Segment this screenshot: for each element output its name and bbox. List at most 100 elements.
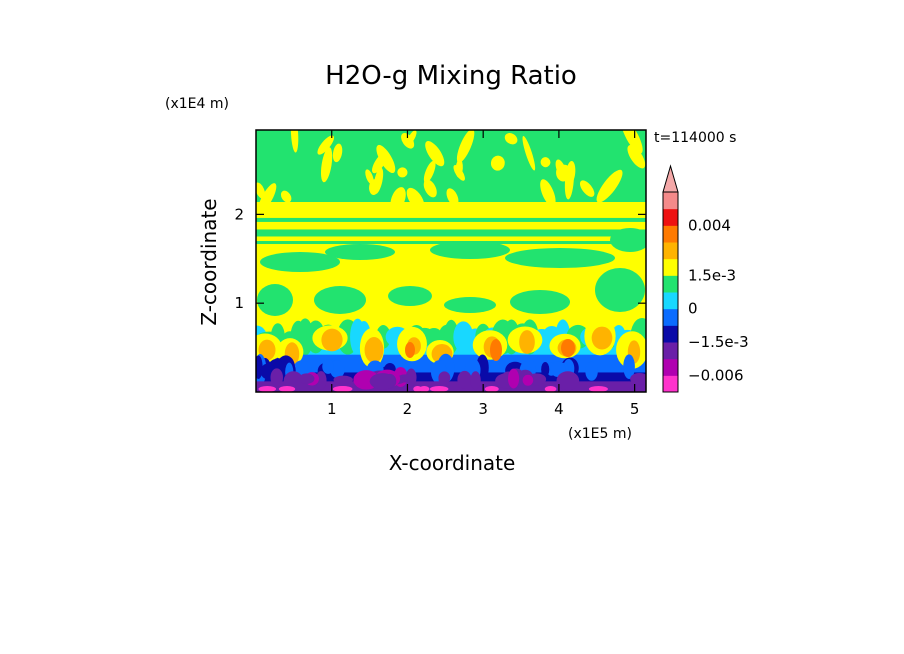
y-tick-label: 1	[234, 294, 244, 312]
plume-orange	[519, 330, 535, 354]
x-tick-label: 3	[478, 400, 488, 418]
mid-anomaly-patch	[260, 252, 340, 272]
upper-filament	[596, 169, 623, 203]
mid-anomaly-patch	[325, 244, 395, 260]
surface-minimum	[588, 386, 608, 392]
surface-eddy	[270, 368, 284, 387]
surface-minimum	[544, 386, 557, 392]
surface-minimum	[484, 386, 499, 392]
upper-filament	[423, 179, 437, 198]
time-label: t=114000 s	[654, 130, 736, 146]
colorbar-bin	[663, 375, 678, 393]
colorbar-bin	[663, 325, 678, 343]
colorbar-bin	[663, 208, 678, 226]
upper-filament	[540, 157, 551, 168]
surface-eddy	[623, 354, 635, 379]
field-regions	[256, 130, 646, 392]
mid-anomaly-patch	[257, 284, 293, 316]
colorbar-bin	[663, 258, 678, 276]
y-axis-ticks: 12	[234, 205, 646, 312]
upper-filament	[390, 187, 406, 212]
upper-filament	[397, 167, 408, 178]
upper-filament	[556, 164, 570, 182]
surface-eddy	[470, 371, 481, 390]
surface-minimum	[333, 386, 353, 392]
upper-filament	[373, 167, 384, 194]
upper-filament	[456, 130, 475, 163]
plume-orange	[321, 328, 343, 352]
surface-minimum	[258, 386, 277, 392]
stratified-layer	[256, 217, 646, 222]
upper-filament	[579, 180, 595, 197]
surface-eddy	[298, 373, 315, 384]
upper-filament	[522, 135, 536, 171]
chart-title: H2O-g Mixing Ratio	[325, 61, 577, 91]
colorbar-bin	[663, 342, 678, 360]
upper-filament	[256, 182, 266, 199]
colorbar-tick-label: 0.004	[688, 216, 731, 234]
plume-core	[405, 342, 415, 358]
colorbar-bin	[663, 308, 678, 326]
plume-orange	[364, 337, 384, 363]
plume-orange	[258, 339, 276, 361]
surface-eddy	[457, 370, 472, 389]
stratified-layer	[256, 229, 646, 237]
colorbar-tick-label: 0	[688, 300, 698, 318]
surface-eddy	[369, 373, 396, 390]
surface-eddy	[630, 372, 646, 385]
upper-filament	[258, 183, 277, 213]
colorbar-bin	[663, 358, 678, 376]
colorbar-bin	[663, 225, 678, 243]
colorbar-tick-label: 1.5e-3	[688, 266, 736, 284]
upper-filament	[423, 160, 436, 183]
colorbar-bin	[663, 292, 678, 310]
mid-anomaly-patch	[444, 297, 496, 313]
colorbar-tick-label: −0.006	[688, 366, 744, 384]
upper-filament	[290, 130, 299, 153]
mid-anomaly-patch	[505, 248, 615, 268]
colorbar-bin	[663, 275, 678, 293]
colorbar-tick-label: −1.5e-3	[688, 333, 749, 351]
upper-filament	[425, 141, 445, 167]
y-axis-label: Z-coordinate	[197, 198, 221, 325]
x-multiplier-label: (x1E5 m)	[568, 426, 632, 442]
surface-eddy	[541, 361, 550, 377]
mid-anomaly-patch	[314, 286, 366, 314]
x-tick-label: 5	[630, 400, 640, 418]
surface-eddy	[315, 371, 327, 390]
upper-filament	[621, 130, 643, 154]
x-axis-ticks: 1 2 3 4 5	[327, 130, 639, 418]
mid-anomaly-patch	[510, 290, 570, 314]
colorbar-bin	[663, 242, 678, 260]
upper-filament	[332, 143, 343, 163]
plume-core	[490, 339, 502, 361]
upper-filament	[406, 130, 417, 146]
mid-anomaly-patch	[388, 286, 432, 306]
colorbar-bin	[663, 192, 678, 210]
upper-filament	[406, 187, 425, 210]
surface-minimum	[418, 386, 430, 392]
surface-eddy	[556, 371, 580, 391]
boundary-layer-plume	[453, 321, 474, 353]
upper-filament	[540, 179, 556, 207]
colorbar: 0.004 1.5e-3 0 −1.5e-3 −0.006	[662, 164, 749, 393]
field-plot	[256, 130, 646, 392]
surface-eddy	[585, 361, 598, 381]
surface-layer-purple	[256, 381, 646, 392]
upper-filament	[490, 155, 505, 171]
mid-anomaly-patch	[430, 241, 510, 259]
upper-filament	[280, 190, 292, 203]
mid-anomaly-patch	[610, 228, 646, 252]
plume-orange	[591, 326, 613, 350]
mid-anomaly-patch	[595, 268, 645, 312]
x-tick-label: 4	[554, 400, 564, 418]
stratified-layer	[256, 212, 646, 216]
surface-minimum	[278, 386, 296, 392]
x-axis-label: X-coordinate	[389, 451, 516, 475]
plot-frame	[255, 129, 647, 393]
surface-eddy	[438, 373, 449, 386]
surface-eddy	[522, 374, 534, 386]
upper-filament	[627, 145, 646, 169]
surface-eddy	[508, 368, 520, 389]
